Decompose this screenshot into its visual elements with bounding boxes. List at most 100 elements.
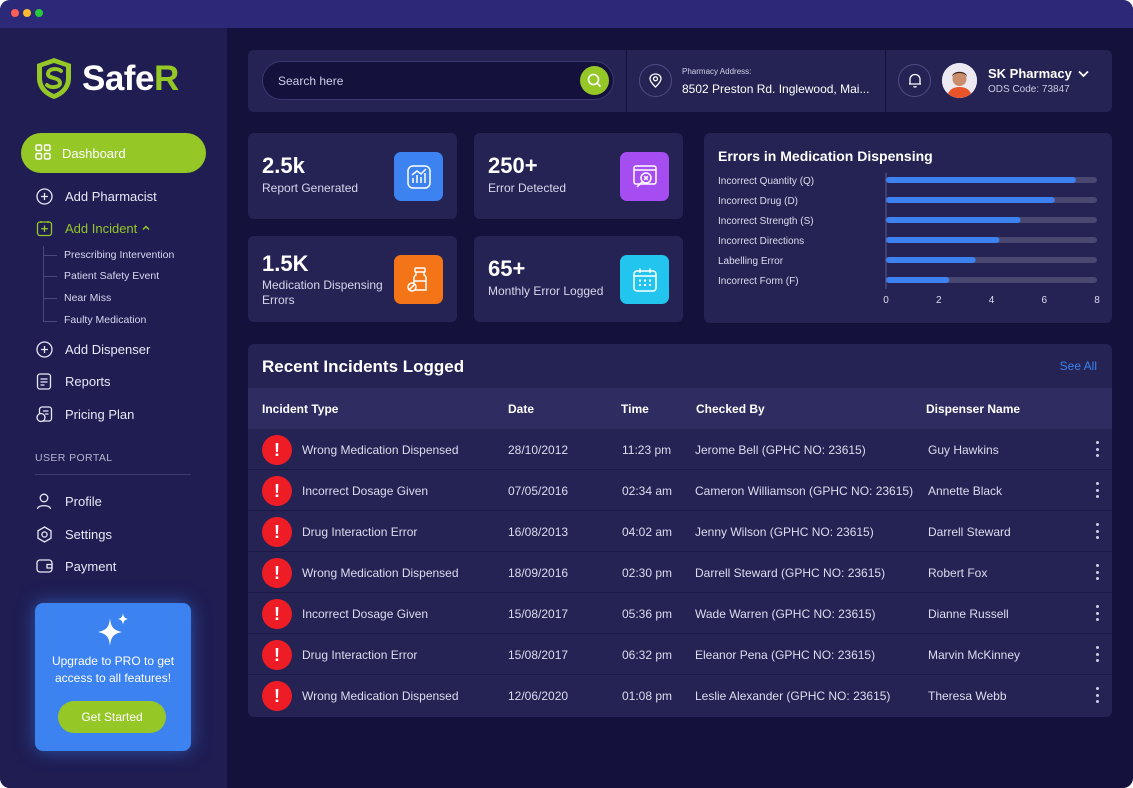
sidebar-item-profile[interactable]: Profile [35,492,102,510]
submenu-patient-safety-event[interactable]: Patient Safety Event [64,270,160,282]
column-header-dispenser-name[interactable]: Dispenser Name [926,402,1021,416]
tree-branch [43,298,57,299]
sidebar-item-label: Pricing Plan [65,406,135,422]
row-menu-button[interactable] [1094,687,1100,703]
sidebar-item-add-pharmacist[interactable]: Add Pharmacist [35,187,157,205]
stat-card-monthly-errors[interactable]: 65+ Monthly Error Logged [474,236,683,322]
sidebar-item-dashboard[interactable]: Dashboard [21,133,206,173]
avatar[interactable] [942,63,977,98]
submenu-near-miss[interactable]: Near Miss [64,292,112,304]
user-avatar-icon [942,63,977,98]
error-search-icon [620,152,669,201]
pharmacy-address-value: 8502 Preston Rd. Inglewood, Mai... [682,82,870,96]
row-menu-button[interactable] [1094,482,1100,498]
bar[interactable] [886,217,1021,223]
table-row[interactable]: ! Wrong Medication Dispensed 18/09/2016 02:… [248,552,1112,593]
stat-card-dispensing-errors[interactable]: 1.5K Medication Dispensing Errors [248,236,457,322]
cell-incident-type: Wrong Medication Dispensed [302,443,459,457]
sidebar-item-add-dispenser[interactable]: Add Dispenser [35,340,150,358]
sidebar-item-label: Reports [65,373,111,389]
category-label: Incorrect Strength (S) [718,216,814,227]
search-button[interactable] [580,66,609,95]
sidebar-item-reports[interactable]: Reports [35,372,111,390]
table-row[interactable]: ! Wrong Medication Dispensed 28/10/2012 11:… [248,429,1112,470]
table-row[interactable]: ! Incorrect Dosage Given 07/05/2016 02:34 a… [248,470,1112,511]
pricing-plan-icon [35,405,53,423]
x-tick-label: 4 [989,295,995,306]
maximize-window-button[interactable] [35,9,43,17]
sidebar: SafeR Dashboard Add Pharmacist Add Incid… [0,28,227,788]
sidebar-item-payment[interactable]: Payment [35,557,116,575]
bell-icon [908,73,921,88]
cell-incident-type: Incorrect Dosage Given [302,607,429,621]
category-label: Incorrect Directions [718,236,804,247]
kebab-dot [1095,577,1099,580]
get-started-button[interactable]: Get Started [58,701,166,733]
minimize-window-button[interactable] [23,9,31,17]
pharmacy-name-dropdown[interactable]: SK Pharmacy [988,66,1089,81]
table-row[interactable]: ! Drug Interaction Error 15/08/2017 06:32 p… [248,634,1112,675]
kebab-dot [1095,564,1099,567]
bar[interactable] [886,237,1000,243]
kebab-dot [1095,700,1099,703]
column-header-date[interactable]: Date [508,402,535,416]
kebab-dot [1095,523,1099,526]
errors-chart-card: Errors in Medication Dispensing Incorrec… [704,133,1112,323]
search-bar [262,61,614,100]
stat-card-errors[interactable]: 250+ Error Detected [474,133,683,219]
submenu-prescribing-intervention[interactable]: Prescribing Intervention [64,249,175,261]
calendar-icon [620,255,669,304]
sidebar-item-pricing-plan[interactable]: Pricing Plan [35,405,134,423]
table-row[interactable]: ! Drug Interaction Error 16/08/2013 04:02 a… [248,511,1112,552]
kebab-dot [1095,693,1099,697]
chart-report-icon [394,152,443,201]
close-window-button[interactable] [11,9,19,17]
search-input[interactable] [278,72,558,90]
location-pin-icon [649,73,662,88]
cell-time: 11:23 pm [622,443,672,457]
kebab-dot [1095,646,1099,649]
stat-label: Error Detected [488,181,567,195]
x-tick-label: 6 [1041,295,1047,306]
cell-date: 28/10/2012 [508,443,569,457]
bar[interactable] [886,197,1055,203]
cell-dispenser-name: Guy Hawkins [928,443,999,457]
column-header-incident-type[interactable]: Incident Type [262,402,339,416]
pharmacy-name: SK Pharmacy [988,66,1072,81]
safer-logo[interactable]: SafeR [34,56,179,101]
cell-incident-type: Wrong Medication Dispensed [302,689,459,703]
submenu-faulty-medication[interactable]: Faulty Medication [64,314,147,326]
cell-time: 06:32 pm [622,648,673,662]
see-all-link[interactable]: See All [1059,359,1097,373]
row-menu-button[interactable] [1094,605,1100,621]
location-button[interactable] [639,64,672,97]
cell-incident-type: Wrong Medication Dispensed [302,566,459,580]
column-header-time[interactable]: Time [621,402,649,416]
upgrade-promo-card: Upgrade to PRO to get access to all feat… [35,603,191,751]
bar[interactable] [886,177,1076,183]
table-row[interactable]: ! Incorrect Dosage Given 15/08/2017 05:36 p… [248,593,1112,634]
row-menu-button[interactable] [1094,441,1100,457]
table-row[interactable]: ! Wrong Medication Dispensed 12/06/2020 01:… [248,675,1112,716]
search-icon [587,73,602,88]
cell-date: 16/08/2013 [508,525,569,539]
row-menu-button[interactable] [1094,646,1100,662]
column-header-checked-by[interactable]: Checked By [696,402,765,416]
stat-value: 65+ [488,256,526,281]
kebab-dot [1095,488,1099,492]
pharmacy-address-label: Pharmacy Address: [682,67,752,76]
bar[interactable] [886,277,950,283]
cell-dispenser-name: Robert Fox [928,566,988,580]
kebab-dot [1095,605,1099,608]
sidebar-item-settings[interactable]: Settings [35,525,112,543]
cell-time: 01:08 pm [622,689,673,703]
row-menu-button[interactable] [1094,523,1100,539]
chart-title: Errors in Medication Dispensing [718,148,933,164]
notifications-button[interactable] [898,64,931,97]
bar[interactable] [886,257,976,263]
brand-name: SafeR [82,58,179,98]
stat-card-reports[interactable]: 2.5k Report Generated [248,133,457,219]
sidebar-item-add-incident[interactable]: Add Incident [35,219,151,237]
row-menu-button[interactable] [1094,564,1100,580]
